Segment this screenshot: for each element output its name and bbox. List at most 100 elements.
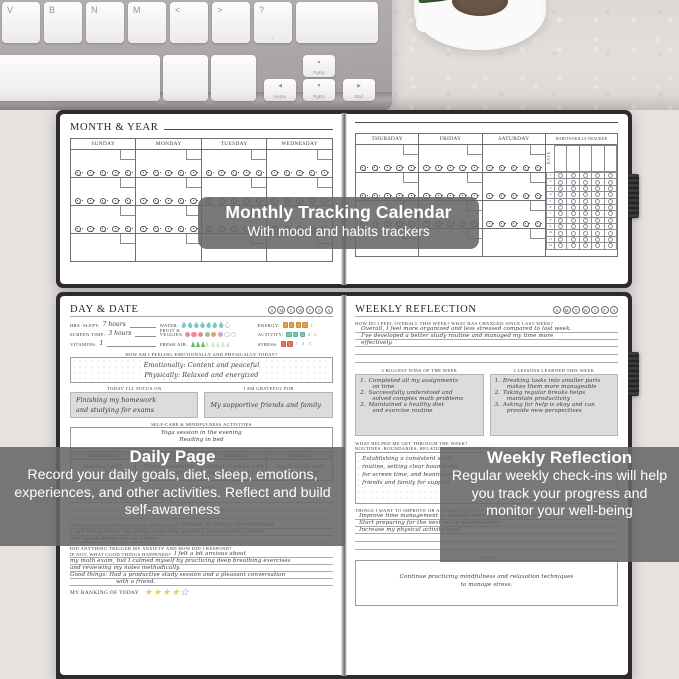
calendar-col-thursday: THURSDAY: [355, 133, 420, 145]
habits-tracker-grid[interactable]: DATE 1 2 3 4 5 6 7: [545, 144, 618, 257]
metric-vitamins-value: 1: [99, 339, 104, 347]
water-drop-icons[interactable]: [181, 321, 230, 328]
overall-line-blank-2[interactable]: [355, 355, 618, 363]
key-m: M: [128, 2, 166, 43]
metric-vitamins[interactable]: VITAMINS: 1: [70, 340, 156, 347]
habits-check-grid[interactable]: 1 2 3 4 5 6 7 8 9 10 11: [546, 171, 618, 250]
metric-fruit-veggies[interactable]: FRUIT & VEGGIES:: [160, 328, 254, 338]
metric-hrs-slept[interactable]: HRS. SLEPT: 7 hours: [70, 321, 156, 328]
key-shift-right: [296, 2, 378, 43]
overall-prompt: HOW DO I FEEL OVERALL THIS WEEK? WHAT HA…: [355, 321, 554, 326]
metric-fresh-air[interactable]: FRESH AIR:: [160, 340, 254, 347]
habit-row: 12: [546, 242, 618, 250]
key-comma: <,: [170, 2, 208, 43]
key-home-label: Home: [264, 94, 296, 99]
calendar-cell[interactable]: [418, 172, 483, 201]
grateful-box[interactable]: My supportive friends and family: [204, 392, 333, 419]
calendar-cell[interactable]: [200, 149, 268, 178]
weekly-day-f[interactable]: F: [600, 305, 609, 314]
daily-day-w[interactable]: W: [296, 305, 305, 314]
notes-line-1: Continue practicing mindfulness and rela…: [399, 574, 574, 580]
ranking-stars[interactable]: ★ ★ ★ ★ ★: [144, 587, 189, 598]
wins-list: 1. Completed all my assignments on time 2.…: [360, 378, 478, 414]
calendar-cell[interactable]: [481, 228, 547, 257]
trigger-block[interactable]: DID ANYTHING TRIGGER MY ANXIETY AND HOW …: [70, 546, 333, 587]
focus-box[interactable]: Finishing my homework and studying for e…: [70, 392, 199, 419]
calendar-cell[interactable]: [481, 200, 547, 229]
trigger-text-3: and reviewing my notes methodically.: [70, 565, 333, 573]
calendar-cell[interactable]: [69, 205, 137, 234]
water-drop-icon: [193, 321, 199, 328]
key-space: [0, 55, 160, 101]
calendar-cell[interactable]: [135, 233, 202, 262]
overall-line-blank-1[interactable]: [355, 347, 618, 355]
feeling-line-1: Emotionally: Content and peaceful: [143, 361, 260, 370]
overall-line-3: effectively.: [355, 340, 618, 347]
feeling-box[interactable]: Emotionally: Content and peaceful Physic…: [70, 357, 333, 384]
tree-icons[interactable]: [190, 340, 231, 347]
habit-row: 4: [546, 191, 618, 199]
stress-pip: [280, 341, 286, 347]
weekly-day-m[interactable]: M: [562, 305, 571, 314]
overall-answer[interactable]: Overall, I feel more organized and less …: [355, 326, 618, 363]
trigger-text-1: I felt a bit anxious about: [174, 551, 247, 558]
wins-label: 3 BIGGEST WINS OF THE WEEK: [381, 368, 458, 373]
daily-day-t1[interactable]: T: [286, 305, 295, 314]
calendar-week-row: DATE 1 2 3 4 5 6 7: [355, 144, 618, 257]
weekly-day-t2[interactable]: T: [591, 305, 599, 314]
calendar-cell[interactable]: [266, 149, 333, 178]
calendar-cell[interactable]: [481, 172, 547, 201]
energy-pip: [282, 322, 288, 328]
berry-icon: [211, 332, 217, 338]
daily-day-s2[interactable]: S: [324, 305, 333, 314]
weekly-day-t1[interactable]: T: [572, 305, 580, 314]
berry-icons[interactable]: [184, 332, 237, 338]
win-3-line-2: and exercise routine: [372, 408, 433, 414]
helped-line-1: Establishing a consistent study: [362, 456, 454, 462]
win-item: 1. Completed all my assignments on time: [360, 378, 459, 390]
calendar-cell[interactable]: [355, 144, 420, 173]
metric-screen-time[interactable]: SCREEN TIME: 3 hours: [70, 330, 156, 338]
desk-photo-band: V B N M <, >. ?/ ▲PgUp ◀Home ▼PgDn ▶End: [0, 0, 679, 110]
daily-day-m[interactable]: M: [277, 305, 286, 314]
notes-box[interactable]: Continue practicing mindfulness and rela…: [355, 560, 618, 606]
lessons-list: 1. Breaking tasks into smaller parts makes…: [495, 378, 613, 414]
daily-day-f[interactable]: F: [315, 305, 324, 314]
star-icon-filled: ★: [162, 587, 171, 598]
daily-day-s1[interactable]: S: [267, 305, 276, 314]
wins-box[interactable]: 1. Completed all my assignments on time 2.…: [355, 374, 484, 436]
calendar-cell[interactable]: [135, 177, 202, 206]
calendar-cell[interactable]: [135, 205, 202, 234]
calendar-cell[interactable]: [69, 149, 137, 178]
habit-row: 1: [546, 171, 618, 180]
calendar-cell[interactable]: [481, 144, 547, 173]
weekly-day-w[interactable]: W: [581, 305, 590, 314]
metric-energy[interactable]: ENERGY: 5: [258, 321, 333, 328]
lessons-box[interactable]: 1. Breaking tasks into smaller parts makes…: [489, 374, 619, 436]
photo-bottom-shadow: [0, 94, 679, 110]
selfcare-box[interactable]: Yoga session in the evening Reading in b…: [70, 427, 333, 450]
calendar-cell[interactable]: [69, 233, 137, 262]
stress-pip-4: 4: [302, 341, 305, 347]
key-pgup: ▲ PgUp: [303, 55, 335, 77]
weekly-weekday-selector[interactable]: S M T W T F S: [553, 305, 618, 314]
notebook-clasp-top: [626, 174, 639, 218]
daily-day-t2[interactable]: T: [305, 305, 314, 314]
daily-weekday-selector[interactable]: S M T W T F S: [267, 305, 333, 314]
overall-line-1: Overall, I feel more organized and less …: [355, 326, 618, 333]
ranking-row[interactable]: MY RANKING OF TODAY ★ ★ ★ ★ ★: [70, 587, 333, 598]
weekly-day-s2[interactable]: S: [610, 305, 618, 314]
calendar-cell[interactable]: [135, 149, 202, 178]
weekly-day-s1[interactable]: S: [553, 305, 561, 314]
energy-scale[interactable]: 5: [282, 322, 315, 328]
calendar-cell[interactable]: [69, 177, 137, 206]
calendar-cell[interactable]: [418, 144, 483, 173]
overlay-weekly-subtitle: Regular weekly check-ins will help you t…: [451, 468, 668, 519]
selfcare-label: SELF-CARE & MINDFULNESS ACTIVITIES: [151, 422, 252, 428]
metric-water[interactable]: WATER:: [160, 321, 254, 328]
